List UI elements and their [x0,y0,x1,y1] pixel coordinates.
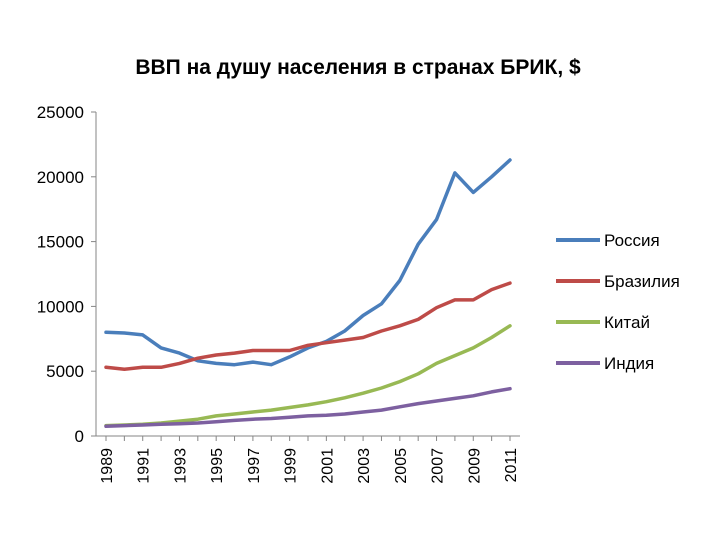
series-lines [104,158,512,429]
x-tick-label: 2011 [503,448,520,483]
x-tick-label: 2001 [319,448,336,484]
legend-label: Россия [604,231,660,250]
y-tick-label: 0 [75,427,84,446]
series-line-3 [104,324,512,428]
x-tick-label: 1995 [209,448,226,484]
x-tick-label: 1991 [136,448,153,484]
x-tick-label: 2005 [393,448,410,484]
legend: Россия Бразилия Китай Индия [556,231,680,373]
x-tick-label: 1997 [246,448,263,484]
legend-label: Китай [604,313,650,332]
legend-label: Индия [604,354,654,373]
x-tick-label: 2003 [356,448,373,484]
x-axis-ticks: 1989 1991 1993 1995 1997 1999 2001 2003 2005 2007… [99,436,520,484]
y-tick-label: 20000 [37,168,84,187]
y-tick-label: 5000 [46,362,84,381]
y-tick-label: 15000 [37,233,84,252]
x-tick-label: 2007 [430,448,447,484]
x-tick-label: 1993 [172,448,189,484]
y-tick-label: 25000 [37,103,84,122]
series-line-2 [104,281,512,372]
y-axis-ticks: 0 5000 10000 15000 20000 25000 [37,103,96,446]
series-line-4 [104,386,512,429]
y-tick-label: 10000 [37,297,84,316]
x-tick-label: 1999 [283,448,300,484]
series-line-1 [104,158,512,367]
x-tick-label: 1989 [99,448,116,484]
chart-title: ВВП на душу населения в странах БРИК, $ [135,56,581,79]
x-tick-label: 2009 [466,448,483,484]
legend-label: Бразилия [604,272,680,291]
